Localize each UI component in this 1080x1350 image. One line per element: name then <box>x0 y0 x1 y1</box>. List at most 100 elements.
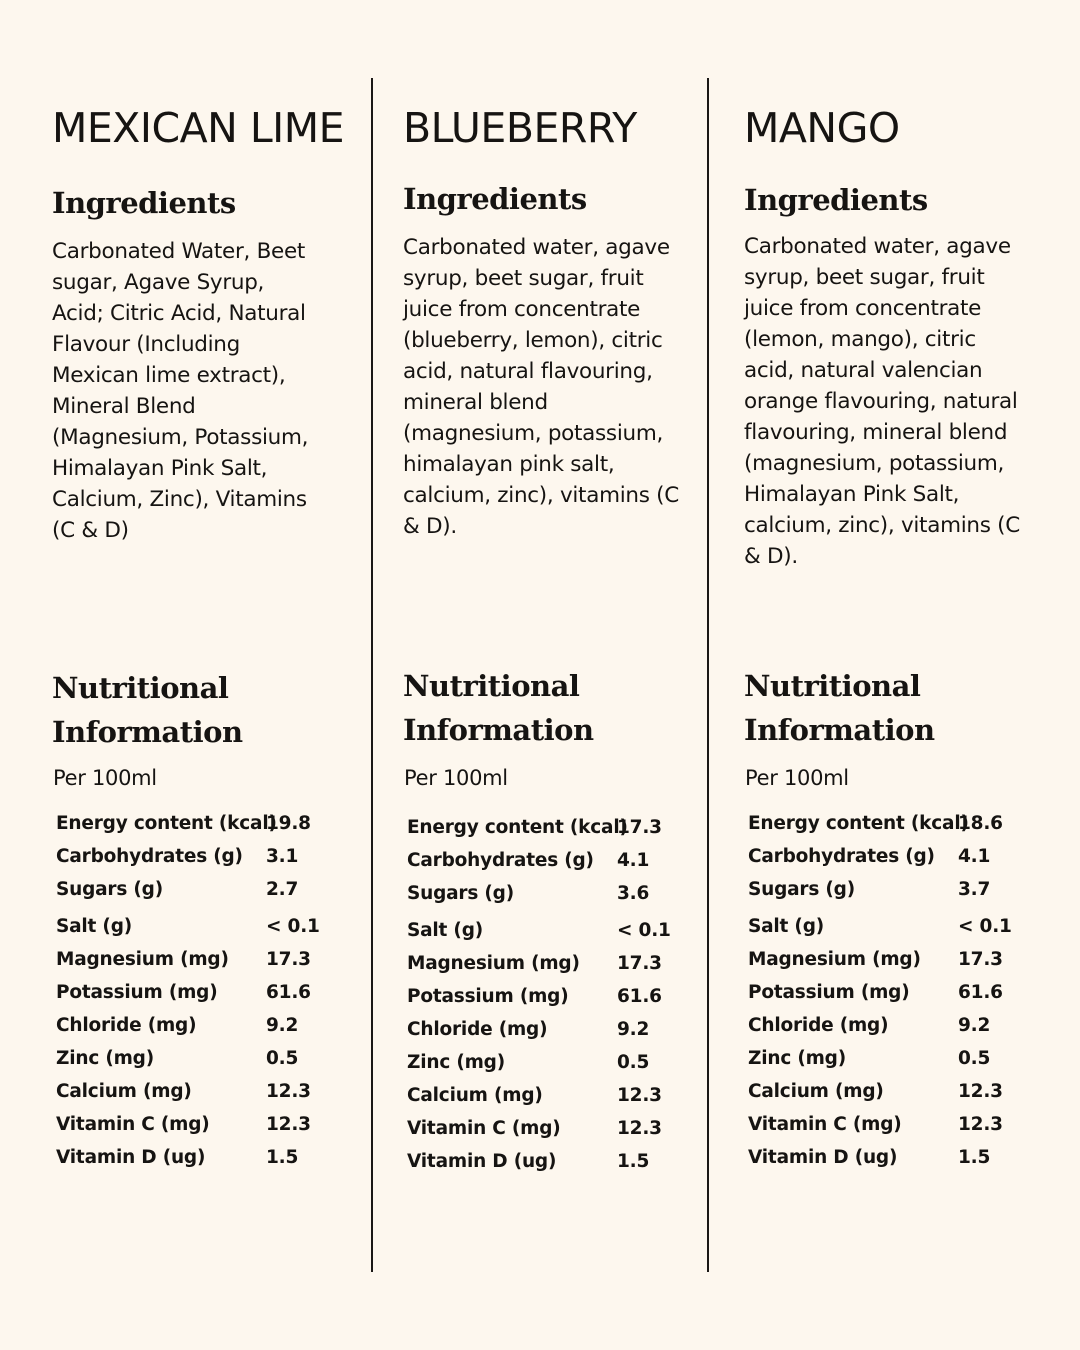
nutrition-row: Vitamin D (ug) 1.5 <box>407 1151 649 1184</box>
ingredients-line: Carbonated water, agave <box>744 234 1011 259</box>
ingredients-line: Carbonated water, agave <box>403 235 670 260</box>
nutrient-label: Zinc (mg) <box>56 1048 154 1069</box>
nutrition-row: Potassium (mg) 61.6 <box>56 982 311 1015</box>
ingredients-line: & D). <box>403 514 457 539</box>
column-divider <box>707 78 709 1272</box>
nutrient-label: Calcium (mg) <box>56 1081 192 1102</box>
nutrient-value: 61.6 <box>266 982 311 1003</box>
ingredients-line: acid, natural valencian <box>744 358 983 383</box>
nutrient-value: 3.1 <box>266 846 299 867</box>
ingredients-heading: Ingredients <box>403 182 587 216</box>
nutrient-label: Salt (g) <box>56 916 132 937</box>
ingredients-text: Carbonated water, agave syrup, beet sugar… <box>744 231 1020 572</box>
ingredients-line: himalayan pink salt, <box>403 452 615 477</box>
nutrition-table: Energy content (kcal) 18.6 Carbohydrates (… <box>748 813 1012 1176</box>
nutrition-heading: Nutritional Information <box>52 666 243 754</box>
nutrition-row: Sugars (g) 3.7 <box>748 879 990 912</box>
nutrient-label: Vitamin D (ug) <box>56 1147 206 1168</box>
product-title: MANGO <box>744 104 900 152</box>
nutrition-heading-line: Information <box>52 715 243 749</box>
ingredients-heading: Ingredients <box>52 186 236 220</box>
nutrition-row: Vitamin D (ug) 1.5 <box>748 1147 990 1180</box>
nutrition-table: Energy content (kcal) 17.3 Carbohydrates (… <box>407 817 671 1180</box>
product-title: BLUEBERRY <box>403 104 637 152</box>
nutrient-value: 9.2 <box>958 1015 991 1036</box>
ingredients-line: syrup, beet sugar, fruit <box>403 266 644 291</box>
nutrient-value: < 0.1 <box>958 916 1012 937</box>
ingredients-line: (C & D) <box>52 518 129 543</box>
ingredients-line: Calcium, Zinc), Vitamins <box>52 487 307 512</box>
nutrition-row: Potassium (mg) 61.6 <box>407 986 662 1019</box>
nutrient-value: 1.5 <box>958 1147 991 1168</box>
nutrient-label: Magnesium (mg) <box>56 949 229 970</box>
ingredients-line: calcium, zinc), vitamins (C <box>744 513 1020 538</box>
nutrient-label: Carbohydrates (g) <box>56 846 243 867</box>
nutrient-value: 1.5 <box>266 1147 299 1168</box>
nutrient-label: Carbohydrates (g) <box>748 846 935 867</box>
nutrition-row: Calcium (mg) 12.3 <box>748 1081 1003 1114</box>
nutrient-value: 4.1 <box>958 846 991 867</box>
nutrient-label: Sugars (g) <box>748 879 855 900</box>
ingredients-line: (magnesium, potassium, <box>744 451 1005 476</box>
nutrient-label: Zinc (mg) <box>748 1048 846 1069</box>
nutrient-label: Energy content (kcal) <box>56 813 277 834</box>
nutrition-heading-line: Nutritional <box>744 669 921 703</box>
nutrient-label: Salt (g) <box>748 916 824 937</box>
ingredients-line: mineral blend <box>403 390 548 415</box>
nutrition-row: Carbohydrates (g) 3.1 <box>56 846 298 879</box>
nutrition-row: Vitamin D (ug) 1.5 <box>56 1147 298 1180</box>
nutrient-value: 9.2 <box>617 1019 650 1040</box>
nutrient-value: 17.3 <box>266 949 311 970</box>
nutrient-label: Calcium (mg) <box>407 1085 543 1106</box>
nutrient-label: Chloride (mg) <box>748 1015 889 1036</box>
nutrient-value: 4.1 <box>617 850 650 871</box>
nutrient-label: Potassium (mg) <box>56 982 218 1003</box>
nutrient-value: 12.3 <box>617 1118 662 1139</box>
nutrient-label: Potassium (mg) <box>407 986 569 1007</box>
nutrient-value: 2.7 <box>266 879 299 900</box>
nutrient-value: 0.5 <box>958 1048 991 1069</box>
nutrition-row: Chloride (mg) 9.2 <box>407 1019 649 1052</box>
ingredients-line: Acid; Citric Acid, Natural <box>52 301 306 326</box>
nutrient-label: Chloride (mg) <box>407 1019 548 1040</box>
nutrient-value: < 0.1 <box>617 920 671 941</box>
nutrient-label: Vitamin D (ug) <box>407 1151 557 1172</box>
nutrient-value: < 0.1 <box>266 916 320 937</box>
per-serving-label: Per 100ml <box>745 766 849 790</box>
ingredients-line: sugar, Agave Syrup, <box>52 270 265 295</box>
nutrition-heading: Nutritional Information <box>744 664 935 752</box>
nutrient-value: 12.3 <box>958 1081 1003 1102</box>
ingredients-line: (blueberry, lemon), citric <box>403 328 663 353</box>
nutrient-label: Vitamin C (mg) <box>56 1114 210 1135</box>
nutrient-label: Vitamin D (ug) <box>748 1147 898 1168</box>
nutrient-value: 9.2 <box>266 1015 299 1036</box>
nutrient-value: 17.3 <box>617 953 662 974</box>
nutrition-row: Zinc (mg) 0.5 <box>407 1052 649 1085</box>
ingredients-line: & D). <box>744 544 798 569</box>
ingredients-line: (lemon, mango), citric <box>744 327 976 352</box>
ingredients-line: Carbonated Water, Beet <box>52 239 306 264</box>
nutrition-row: Calcium (mg) 12.3 <box>407 1085 662 1118</box>
ingredients-line: Mexican lime extract), <box>52 363 286 388</box>
per-serving-label: Per 100ml <box>53 766 157 790</box>
nutrient-label: Calcium (mg) <box>748 1081 884 1102</box>
nutrition-row: Salt (g) < 0.1 <box>748 916 1012 949</box>
nutrition-row: Vitamin C (mg) 12.3 <box>407 1118 662 1151</box>
nutrition-row: Magnesium (mg) 17.3 <box>56 949 311 982</box>
nutrient-value: 17.3 <box>958 949 1003 970</box>
nutrient-value: 18.6 <box>958 813 1003 834</box>
nutrient-label: Vitamin C (mg) <box>748 1114 902 1135</box>
ingredients-line: orange flavouring, natural <box>744 389 1018 414</box>
nutrition-row: Vitamin C (mg) 12.3 <box>748 1114 1003 1147</box>
nutrition-row: Sugars (g) 3.6 <box>407 883 649 916</box>
nutrient-value: 12.3 <box>958 1114 1003 1135</box>
nutrient-value: 61.6 <box>958 982 1003 1003</box>
ingredients-line: (magnesium, potassium, <box>403 421 664 446</box>
nutrient-label: Sugars (g) <box>407 883 514 904</box>
ingredients-line: Himalayan Pink Salt, <box>744 482 960 507</box>
nutrition-row: Carbohydrates (g) 4.1 <box>407 850 649 883</box>
ingredients-heading: Ingredients <box>744 183 928 217</box>
nutrient-value: 3.7 <box>958 879 991 900</box>
nutrient-label: Vitamin C (mg) <box>407 1118 561 1139</box>
ingredients-line: Himalayan Pink Salt, <box>52 456 268 481</box>
